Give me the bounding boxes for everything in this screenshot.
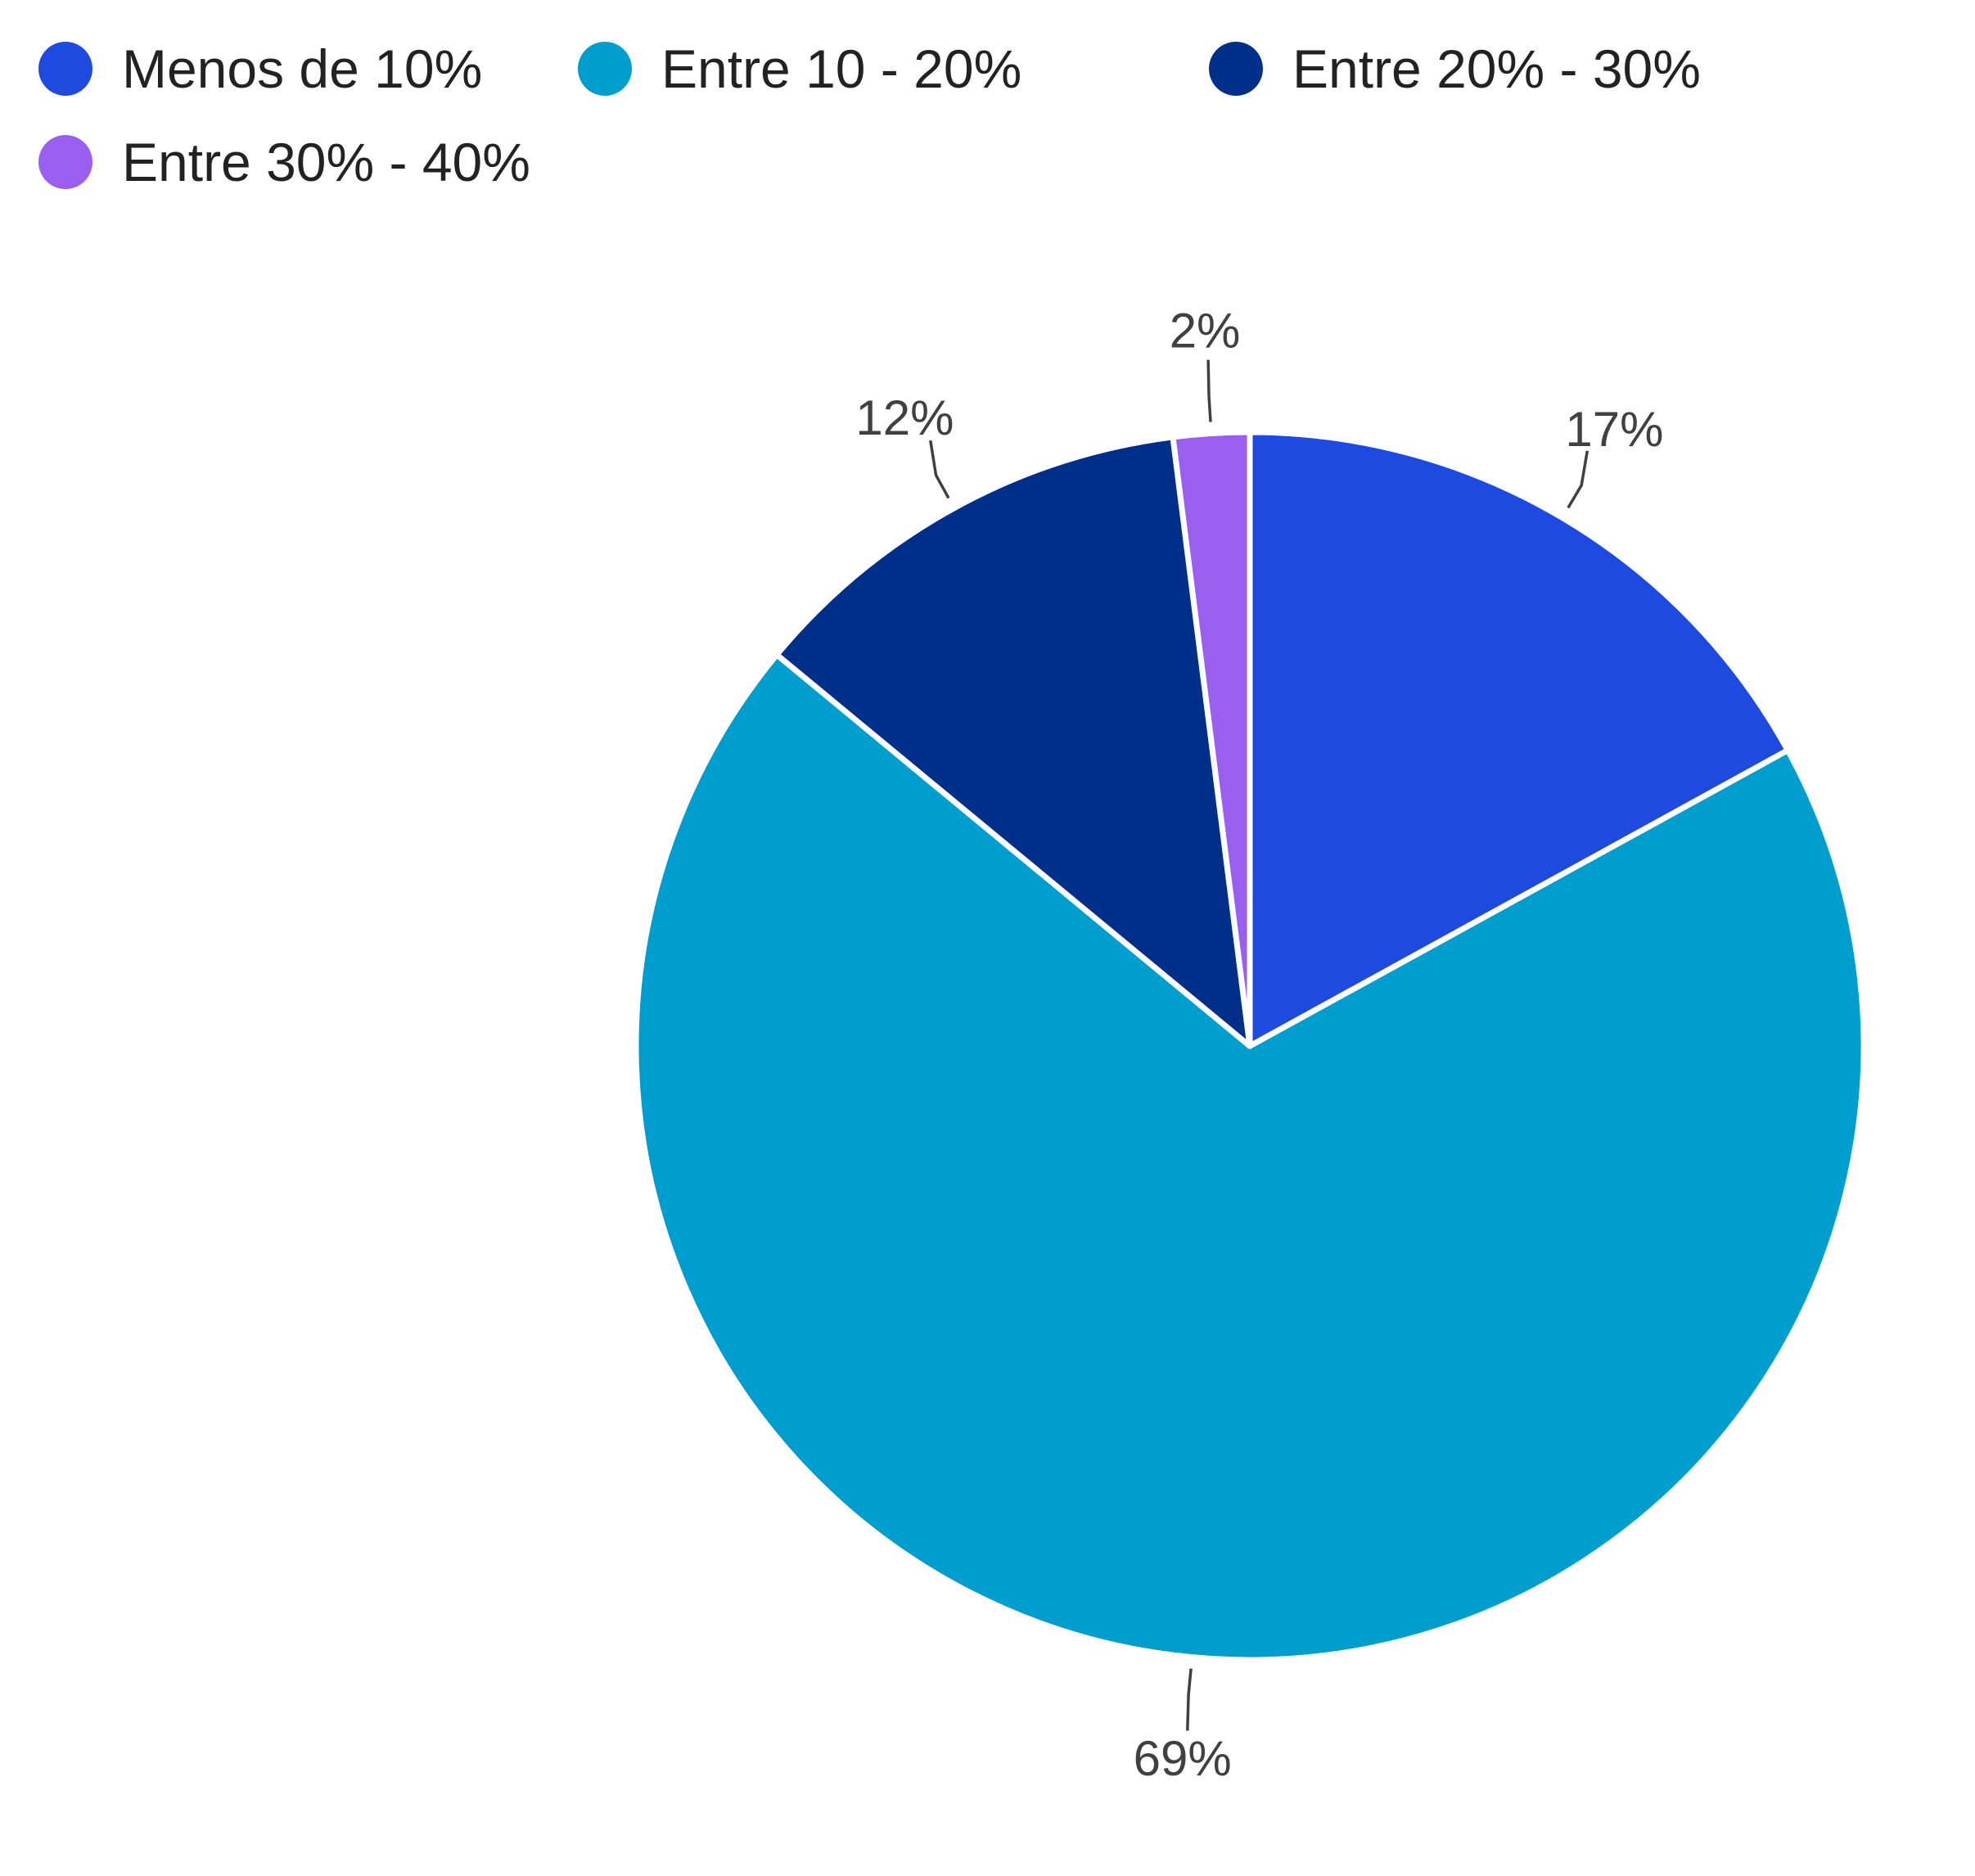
legend-label-entre-30-40: Entre 30% - 40% — [122, 132, 530, 192]
data-label-entre-20-30: 12% — [855, 390, 954, 445]
pie-slice-entre-20-30[interactable] — [773, 434, 1253, 1049]
data-label-menos-de-10: 17% — [1565, 402, 1663, 457]
legend-label-entre-10-20: Entre 10 - 20% — [661, 38, 1021, 99]
legend-item-entre-10-20[interactable]: Entre 10 - 20% — [578, 38, 1021, 99]
leader-lines — [929, 359, 1589, 1731]
data-labels: 17% 69% 12% 2% — [855, 304, 1663, 1786]
legend-item-entre-20-30[interactable]: Entre 20% - 30% — [1209, 38, 1701, 99]
legend-marker-entre-10-20 — [578, 42, 632, 96]
pie-slices — [633, 429, 1867, 1663]
leader-line-menos-de-10 — [1567, 450, 1589, 509]
pie-slice-menos-de-10[interactable] — [1247, 429, 1791, 1049]
data-label-entre-10-20: 69% — [1134, 1731, 1232, 1786]
legend-item-menos-de-10[interactable]: Menos de 10% — [38, 38, 482, 99]
legend-label-menos-de-10: Menos de 10% — [122, 38, 482, 99]
legend-label-entre-20-30: Entre 20% - 30% — [1292, 38, 1701, 99]
legend-marker-entre-20-30 — [1209, 42, 1263, 96]
pie-slice-entre-30-40[interactable] — [1170, 429, 1253, 1049]
legend-marker-menos-de-10 — [38, 42, 92, 96]
leader-line-entre-20-30 — [929, 440, 950, 499]
legend-marker-entre-30-40 — [38, 135, 92, 189]
leader-line-entre-10-20 — [1186, 1668, 1193, 1731]
pie-slice-entre-10-20[interactable] — [633, 652, 1867, 1663]
leader-line-entre-30-40 — [1206, 359, 1212, 422]
data-label-entre-30-40: 2% — [1170, 304, 1241, 359]
legend-item-entre-30-40[interactable]: Entre 30% - 40% — [38, 132, 530, 192]
legend: Menos de 10% Entre 10 - 20% Entre 20% - 30… — [38, 38, 1701, 192]
